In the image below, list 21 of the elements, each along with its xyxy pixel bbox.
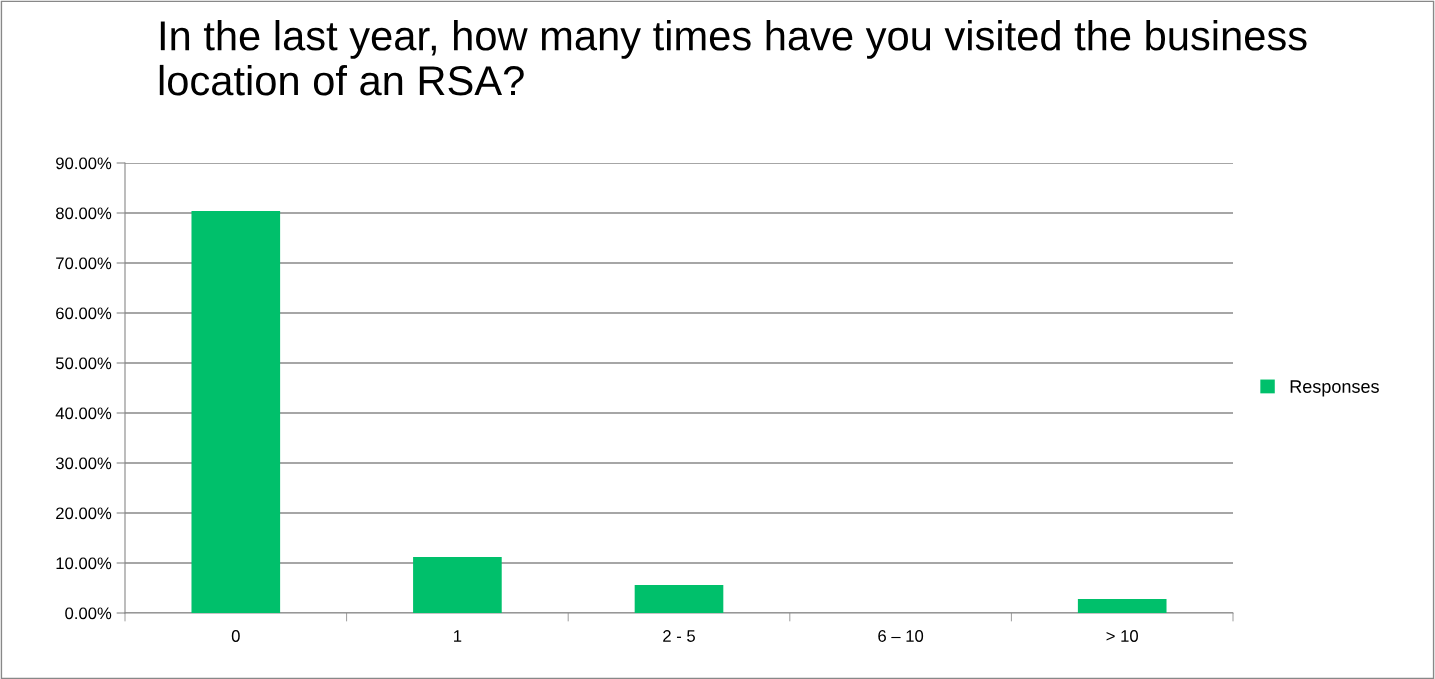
y-tick-label: 20.00% [56,507,112,520]
x-tick-label: 1 [454,630,462,642]
x-tick-label: 2 - 5 [663,630,695,642]
x-tick-label: > 10 [1106,630,1138,642]
legend-label: Responses [1290,380,1379,397]
x-tick-label: 6 – 10 [878,630,924,642]
y-tick-label: 10.00% [56,557,112,570]
bar [634,585,724,613]
bar [191,211,281,613]
bar [1077,599,1167,613]
chart-title: In the last year, how many times have you visited the business location of an RSA? [159,20,1307,96]
y-tick-label: 50.00% [55,357,112,370]
bar [413,557,502,613]
y-tick-label: 0.00% [65,607,112,620]
y-tick-label: 90.00% [56,157,112,170]
y-tick-label: 80.00% [56,207,112,220]
y-tick-label: 60.00% [56,307,112,320]
y-tick-label: 30.00% [55,457,112,470]
y-tick-label: 70.00% [56,257,112,270]
y-tick-label: 40.00% [55,407,112,420]
x-tick-label: 0 [231,630,240,642]
